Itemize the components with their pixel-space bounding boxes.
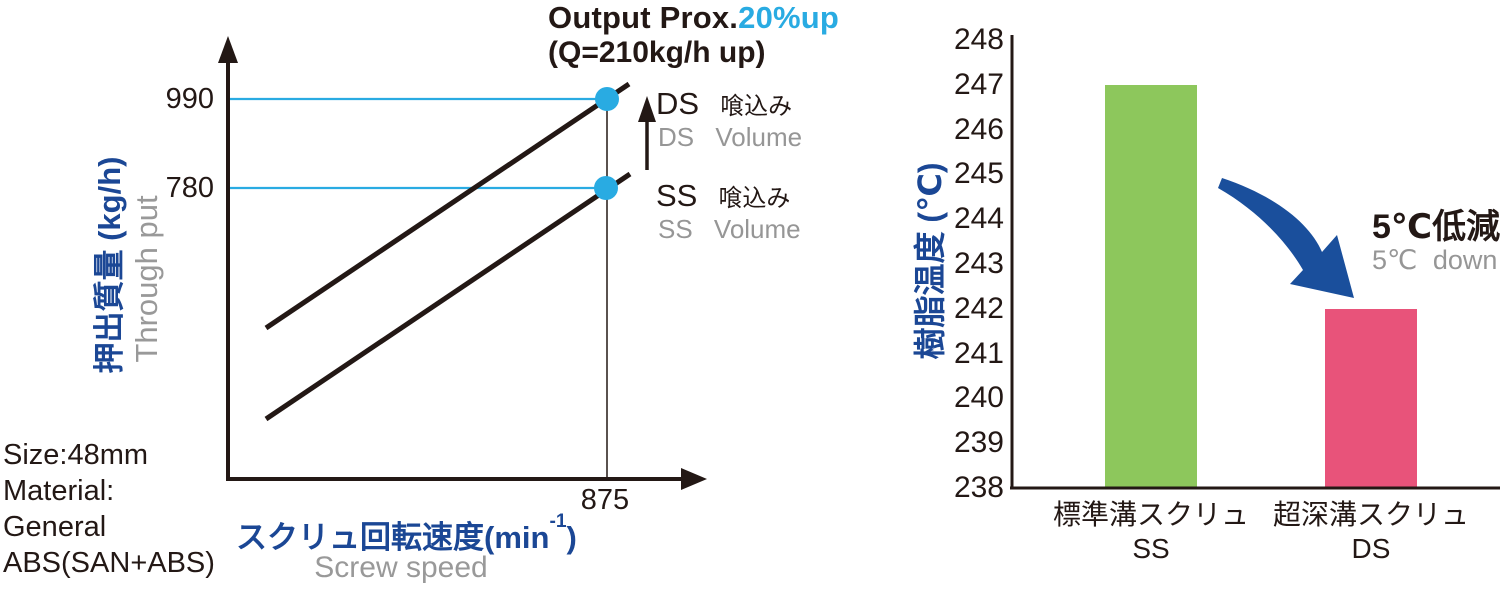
- condition-material-3: ABS(SAN+ABS): [3, 547, 215, 579]
- annotation-5c-en: 5℃ down: [1372, 245, 1498, 275]
- left-chart-title: Output Prox.20%up: [548, 0, 839, 36]
- left-chart-subtitle: (Q=210kg/h up): [548, 36, 766, 69]
- y-tick-990: 990: [165, 83, 214, 115]
- test-conditions: Size:48mm Material: General ABS(SAN+ABS): [3, 437, 215, 581]
- x-label-close: ): [566, 520, 577, 555]
- left-x-axis-label-en: Screw speed: [314, 551, 488, 584]
- y-tick-label: 239: [953, 426, 1004, 460]
- category-ds-line2: DS: [1351, 533, 1391, 564]
- legend-ds-code: DS: [656, 86, 700, 121]
- legend-ds-label-jp: 喰込み: [720, 93, 793, 120]
- y-tick-label: 241: [953, 336, 1004, 370]
- bar-standard-screw-ss: [1105, 84, 1197, 488]
- y-tick-780: 780: [165, 172, 214, 204]
- y-tick-label: 246: [953, 112, 1004, 146]
- y-tick-label: 244: [953, 202, 1004, 236]
- right-y-ticks: 248 247 246 245 244 243 242 241 240 239 238: [918, 0, 1004, 601]
- category-ss-line2: SS: [1132, 533, 1170, 564]
- y-tick-label: 243: [953, 247, 1004, 280]
- y-tick-label: 245: [953, 157, 1004, 191]
- legend-ss-label-jp: 喰込み: [718, 185, 791, 212]
- condition-material-2: General: [3, 511, 107, 543]
- title-highlight-part: 20%up: [738, 0, 840, 35]
- legend-ss-label-en: SS Volume: [658, 214, 801, 244]
- legend-ss-code: SS: [656, 178, 698, 213]
- x-tick-875: 875: [580, 484, 630, 516]
- legend-ds-label-en: DS Volume: [658, 122, 803, 152]
- bar-deep-screw-ds: [1325, 308, 1417, 488]
- left-y-axis-label-en: Through put: [129, 195, 164, 363]
- y-tick-label: 240: [953, 381, 1004, 415]
- condition-material: Material:: [3, 475, 115, 507]
- category-label-ds: 超深溝スクリュ DS: [1246, 498, 1496, 566]
- title-black-part: Output Prox.: [548, 0, 739, 35]
- y-tick-label: 248: [953, 23, 1004, 56]
- condition-size: Size:48mm: [3, 439, 149, 471]
- category-ss-line1: 標準溝スクリュ: [1052, 499, 1249, 530]
- left-x-axis-label-jp: スクリュ回転速度(min-1): [236, 511, 577, 557]
- legend-item-ds: DS 喰込み: [656, 86, 792, 122]
- left-y-axis-label-jp: 押出質量 (kg/h): [92, 156, 127, 374]
- y-tick-label: 238: [953, 471, 1004, 504]
- x-label-main: スクリュ回転速度(min: [236, 520, 550, 555]
- category-label-ss: 標準溝スクリュ SS: [1026, 498, 1276, 566]
- annotation-5c-jp: 5℃低減: [1372, 208, 1500, 246]
- x-label-exponent: -1: [549, 511, 567, 533]
- legend-item-ss: SS 喰込み: [656, 178, 790, 214]
- y-tick-label: 242: [953, 291, 1004, 325]
- y-tick-label: 247: [953, 67, 1004, 101]
- category-ds-line1: 超深溝スクリュ: [1272, 499, 1469, 530]
